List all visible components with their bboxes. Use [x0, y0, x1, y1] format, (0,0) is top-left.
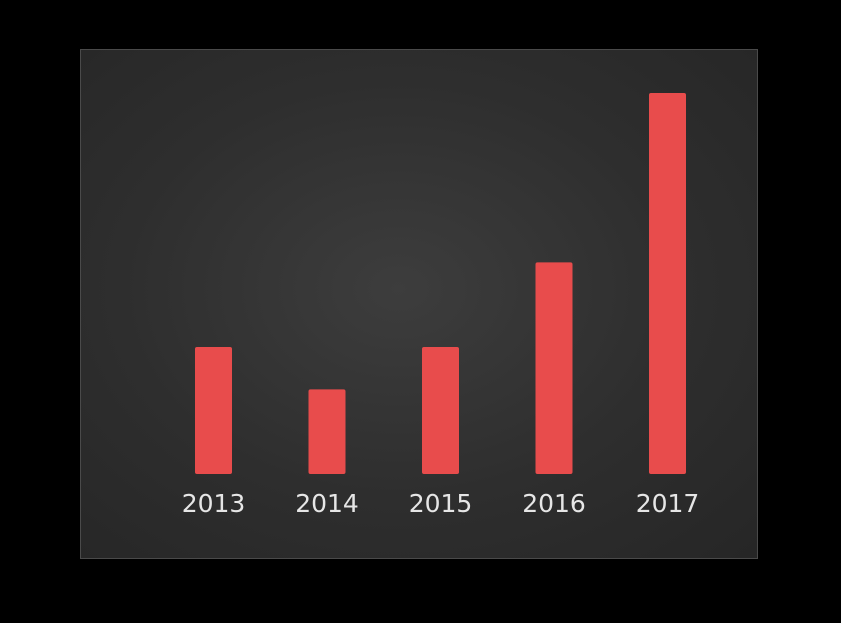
x-tick-label-2017: 2017	[636, 489, 700, 518]
bar-2017	[649, 93, 686, 474]
x-tick-label-2013: 2013	[182, 489, 246, 518]
bar-2016	[535, 262, 573, 474]
tick-labels-group: 2013 2014 2015 2016 2017	[182, 489, 700, 518]
bar-2013	[195, 347, 232, 474]
x-tick-label-2014: 2014	[295, 489, 359, 518]
chart-panel	[80, 49, 758, 559]
bar-2014	[308, 389, 346, 474]
bar-2015	[422, 347, 459, 474]
x-tick-label-2016: 2016	[522, 489, 586, 518]
x-tick-label-2015: 2015	[409, 489, 473, 518]
bars-group	[195, 93, 686, 474]
